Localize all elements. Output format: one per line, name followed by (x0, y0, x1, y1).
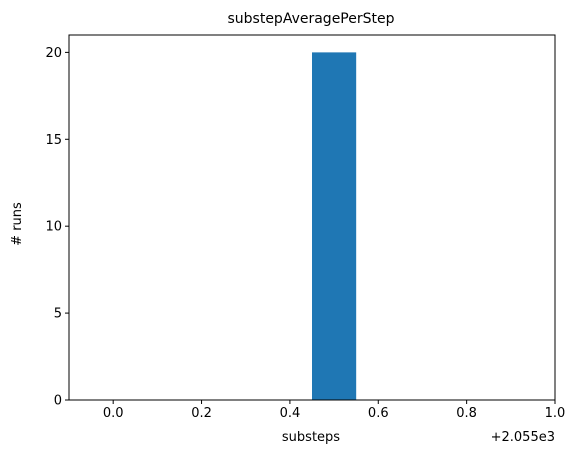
axes-frame (68, 34, 556, 401)
x-tick-label: 0.0 (103, 406, 124, 421)
x-tick-label: 0.6 (368, 406, 389, 421)
chart-title: substepAveragePerStep (227, 11, 394, 27)
x-axis-label: substeps (282, 430, 340, 445)
y-tick-label: 15 (45, 133, 62, 148)
y-axis-label: # runs (10, 202, 25, 246)
y-axis-ticks: 0 5 10 15 20 (45, 46, 69, 409)
x-tick-label: 0.4 (280, 406, 301, 421)
y-tick-label: 0 (54, 394, 62, 409)
y-tick-label: 5 (54, 307, 62, 322)
x-tick-label: 0.2 (191, 406, 212, 421)
histogram-bar-0 (312, 52, 357, 400)
x-tick-label: 0.8 (456, 406, 477, 421)
x-axis-offset-label: +2.055e3 (491, 430, 555, 445)
x-tick-label: 1.0 (545, 406, 566, 421)
bars-group (312, 52, 357, 400)
y-tick-label: 10 (45, 220, 62, 235)
plot-area: 0.0 0.2 0.4 0.6 0.8 1.0 0 5 10 15 20 (45, 34, 566, 421)
y-tick-label: 20 (45, 46, 62, 61)
x-axis-ticks: 0.0 0.2 0.4 0.6 0.8 1.0 (103, 400, 566, 421)
